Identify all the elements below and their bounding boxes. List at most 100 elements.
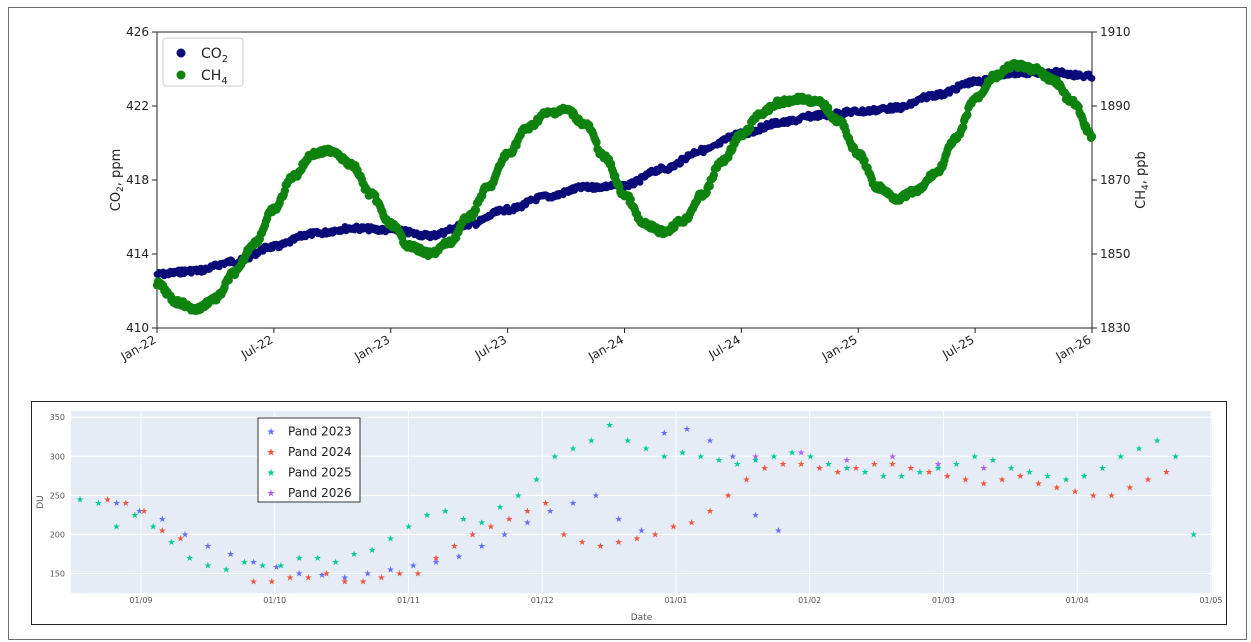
data-point: ★ [998,476,1006,486]
data-point: ★ [103,495,111,505]
data-point: ★ [313,554,321,564]
ozone-legend: ★ Pand 2023 ★ Pand 2024 ★ Pand 2025 ★ Pand 2026 [257,417,361,503]
x-tick-label: Jul-24 [705,332,742,362]
data-point: ★ [204,562,212,572]
data-point: ★ [386,566,394,576]
y-right-tick-label: 1850 [1100,247,1131,261]
data-point: ★ [870,460,878,470]
data-point: ★ [879,472,887,482]
data-point: ★ [569,499,577,509]
ozone-chart-border [31,401,1227,625]
ch4-point [471,205,481,215]
data-point: ★ [167,538,175,548]
x-tick-label: Jan-22 [118,332,159,364]
data-point: ★ [113,523,121,533]
data-point: ★ [94,499,102,509]
legend-marker: ★ [267,489,276,500]
x-tick-label: Jul-22 [238,332,275,362]
y-tick-label: 350 [50,413,65,422]
data-point: ★ [386,534,394,544]
data-point: ★ [259,562,267,572]
ch4-point [959,122,968,132]
y-tick-label: 200 [50,530,65,539]
data-point: ★ [1144,476,1152,486]
ch4-point [746,124,755,133]
y-left-tick-label: 410 [126,321,149,335]
x-tick-label: Jan-26 [1053,332,1094,364]
data-point: ★ [350,550,358,560]
data-point: ★ [131,511,139,521]
data-point: ★ [669,523,677,533]
co2-ch4-plot-area [152,31,1097,329]
data-point: ★ [532,476,540,486]
y-left-tick-label: 418 [126,173,149,187]
legend-label: CH4 [201,68,228,87]
data-point: ★ [980,464,988,474]
ch4-point [709,170,718,180]
data-point: ★ [752,511,760,521]
data-point: ★ [729,452,737,462]
data-point: ★ [122,499,130,509]
legend-label: CO2 [201,46,228,65]
data-point: ★ [1035,480,1043,490]
ch4-point [963,110,972,120]
data-point: ★ [1089,491,1097,501]
data-point: ★ [1053,484,1061,494]
data-point: ★ [852,464,860,474]
legend-marker: ★ [267,468,276,479]
y-right-tick-label: 1870 [1100,173,1131,187]
data-point: ★ [318,571,326,581]
data-point: ★ [898,472,906,482]
y-right-tick-label: 1910 [1100,25,1131,39]
data-point: ★ [834,468,842,478]
data-point: ★ [1098,464,1106,474]
data-point: ★ [1025,468,1033,478]
ch4-point [823,103,833,112]
data-point: ★ [496,503,504,513]
data-point: ★ [1153,437,1161,447]
data-point: ★ [432,554,440,564]
data-point: ★ [272,563,280,573]
x-tick-label: 01/04 [1066,596,1089,605]
data-point: ★ [396,570,404,580]
data-point: ★ [688,519,696,529]
data-point: ★ [341,577,349,587]
data-point: ★ [487,523,495,533]
ch4-point [705,181,714,191]
data-point: ★ [286,573,294,583]
x-tick-label: Jul-25 [939,332,976,362]
legend-label: Pand 2025 [288,466,352,480]
data-point: ★ [843,456,851,466]
data-point: ★ [761,464,769,474]
data-point: ★ [469,530,477,540]
data-point: ★ [1135,445,1143,455]
data-point: ★ [176,534,184,544]
data-point: ★ [706,437,714,447]
data-point: ★ [478,542,486,552]
data-point: ★ [806,452,814,462]
data-point: ★ [140,507,148,517]
data-point: ★ [615,538,623,548]
data-point: ★ [774,527,782,537]
data-point: ★ [295,570,303,580]
data-point: ★ [624,437,632,447]
data-point: ★ [1044,472,1052,482]
y-left-tick-label: 414 [126,247,149,261]
data-point: ★ [158,527,166,537]
data-point: ★ [158,515,166,525]
x-tick-label: 01/02 [798,596,821,605]
data-point: ★ [240,558,248,568]
data-point: ★ [295,554,303,564]
x-tick-label: 01/12 [531,596,554,605]
data-point: ★ [414,570,422,580]
data-point: ★ [733,460,741,470]
y-left-tick-label: 426 [126,25,149,39]
y-left-tick-label: 422 [126,99,149,113]
data-point: ★ [569,445,577,455]
data-point: ★ [660,452,668,462]
legend-label: Pand 2026 [288,486,352,500]
data-point: ★ [135,507,143,517]
data-point: ★ [323,570,331,580]
data-point: ★ [76,495,84,505]
ozone-chart: ★★★★★★★★★ ★ ★ ★ ★ ★ ★★★★★★★★★★★ ★★★★★★ ★★★★★ ★ ★ ★ ★… [36,411,1222,623]
